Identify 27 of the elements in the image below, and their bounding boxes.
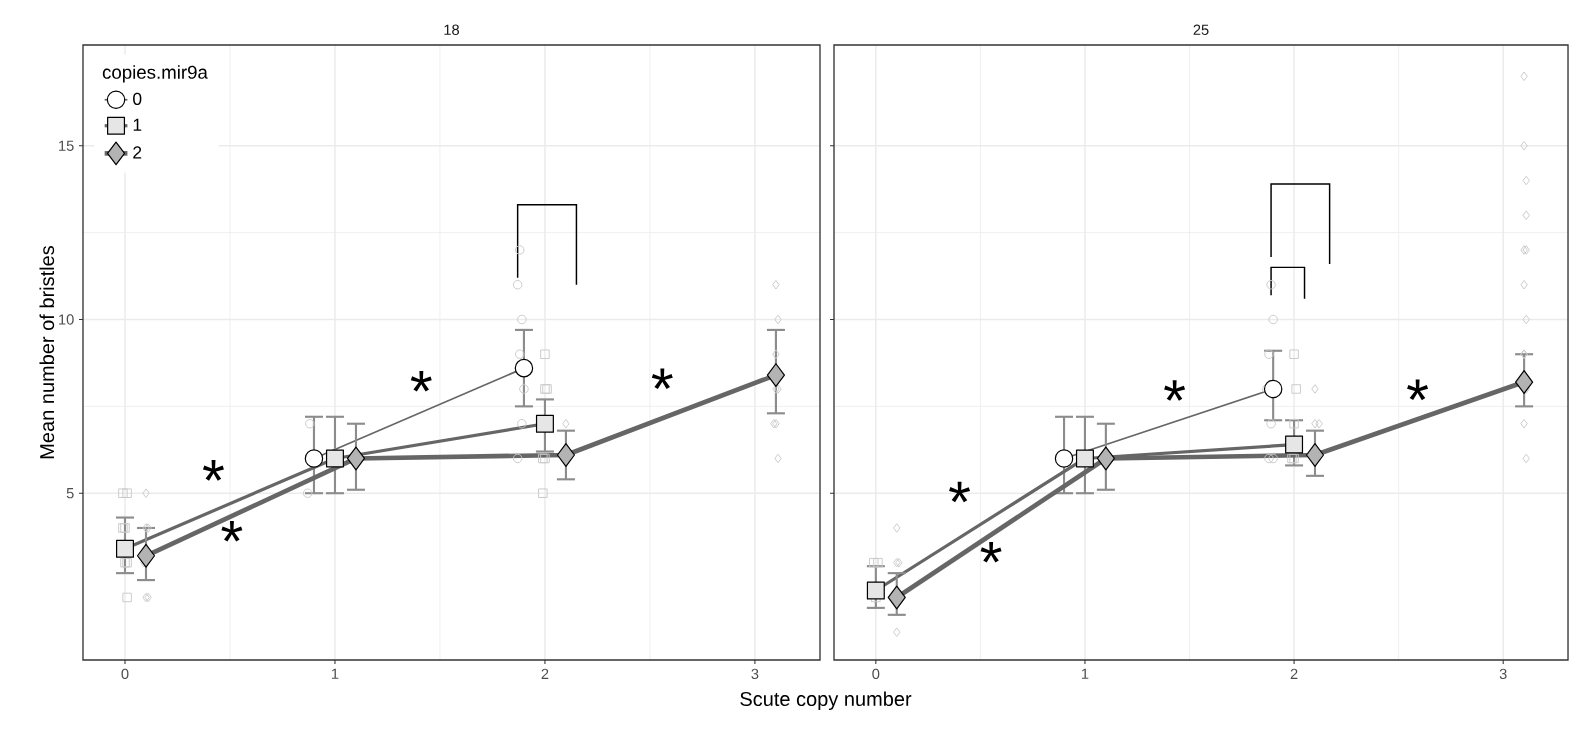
x-axis-title: Scute copy number	[740, 691, 912, 711]
x-tick-label: 2	[1290, 668, 1298, 679]
annotation: *	[949, 481, 971, 503]
chart-title: 18	[444, 24, 460, 35]
x-tick-label: 2	[541, 668, 549, 679]
chart-title: 25	[1193, 24, 1209, 35]
legend-label: 2	[133, 146, 142, 159]
annotation: *	[410, 370, 432, 392]
legend-title: copies.mir9a	[102, 65, 208, 83]
y-tick-label: 10	[59, 314, 74, 325]
y-axis-title: Mean number of bristles	[39, 246, 55, 459]
x-tick-label: 1	[332, 668, 339, 679]
annotation: *	[221, 520, 243, 542]
x-tick-label: 3	[1499, 668, 1507, 680]
legend-label: 1	[133, 118, 142, 131]
legend-label: 0	[133, 92, 142, 105]
annotation: *	[1164, 380, 1186, 401]
x-tick-label: 1	[1081, 668, 1089, 679]
x-tick-label: 0	[121, 668, 129, 680]
annotation: *	[651, 368, 673, 390]
y-tick-label: 15	[59, 140, 74, 151]
x-tick-label: 0	[872, 668, 880, 680]
annotation: *	[1407, 379, 1429, 401]
y-tick-label: 5	[66, 488, 74, 499]
annotation: *	[980, 541, 1002, 563]
x-tick-label: 3	[751, 668, 759, 680]
annotation: *	[202, 460, 224, 481]
